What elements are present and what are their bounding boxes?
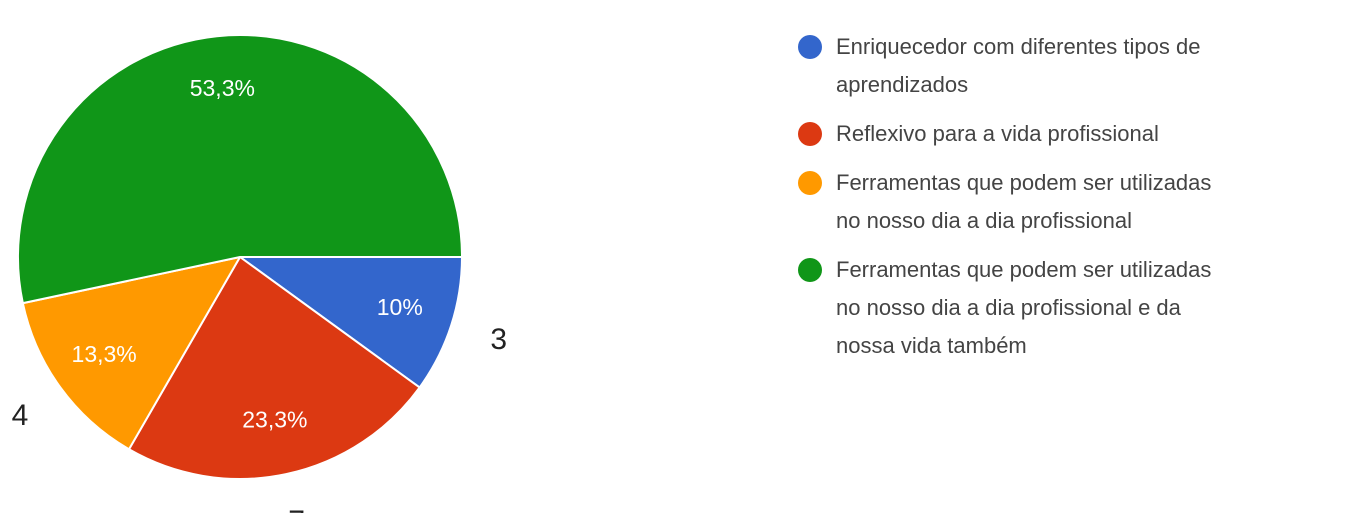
pie-slice bbox=[21, 255, 242, 451]
pie-slice bbox=[17, 34, 464, 305]
percentage-label: 13,3% bbox=[72, 341, 137, 367]
legend-item: Ferramentas que podem ser utilizadas no … bbox=[798, 251, 1338, 365]
count-label: 3 bbox=[490, 323, 507, 356]
legend-item: Ferramentas que podem ser utilizadas no … bbox=[798, 164, 1338, 240]
pie-slice bbox=[127, 255, 421, 480]
legend-item: Enriquecedor com diferentes tipos de apr… bbox=[798, 28, 1338, 104]
count-label: 4 bbox=[12, 399, 29, 432]
percentage-label: 10% bbox=[377, 294, 423, 320]
legend-label: Enriquecedor com diferentes tipos de apr… bbox=[836, 34, 1201, 97]
legend-label: Ferramentas que podem ser utilizadas no … bbox=[836, 170, 1212, 233]
legend-label: Reflexivo para a vida profissional bbox=[836, 121, 1159, 146]
count-label: 7 bbox=[288, 505, 305, 513]
legend-label: Ferramentas que podem ser utilizadas no … bbox=[836, 257, 1212, 358]
legend-swatch bbox=[798, 122, 822, 146]
legend-item: Reflexivo para a vida profissional bbox=[798, 115, 1338, 153]
legend-swatch bbox=[798, 258, 822, 282]
count-label: 16 bbox=[195, 0, 228, 1]
chart: 3 10% 7 23,3% 4 13,3% 16 53,3% bbox=[12, 0, 507, 513]
legend: Enriquecedor com diferentes tipos de apr… bbox=[798, 28, 1338, 376]
legend-swatch bbox=[798, 171, 822, 195]
legend-swatch bbox=[798, 35, 822, 59]
percentage-label: 53,3% bbox=[190, 75, 255, 101]
pie-slice bbox=[236, 256, 464, 389]
percentage-label: 23,3% bbox=[242, 406, 307, 432]
